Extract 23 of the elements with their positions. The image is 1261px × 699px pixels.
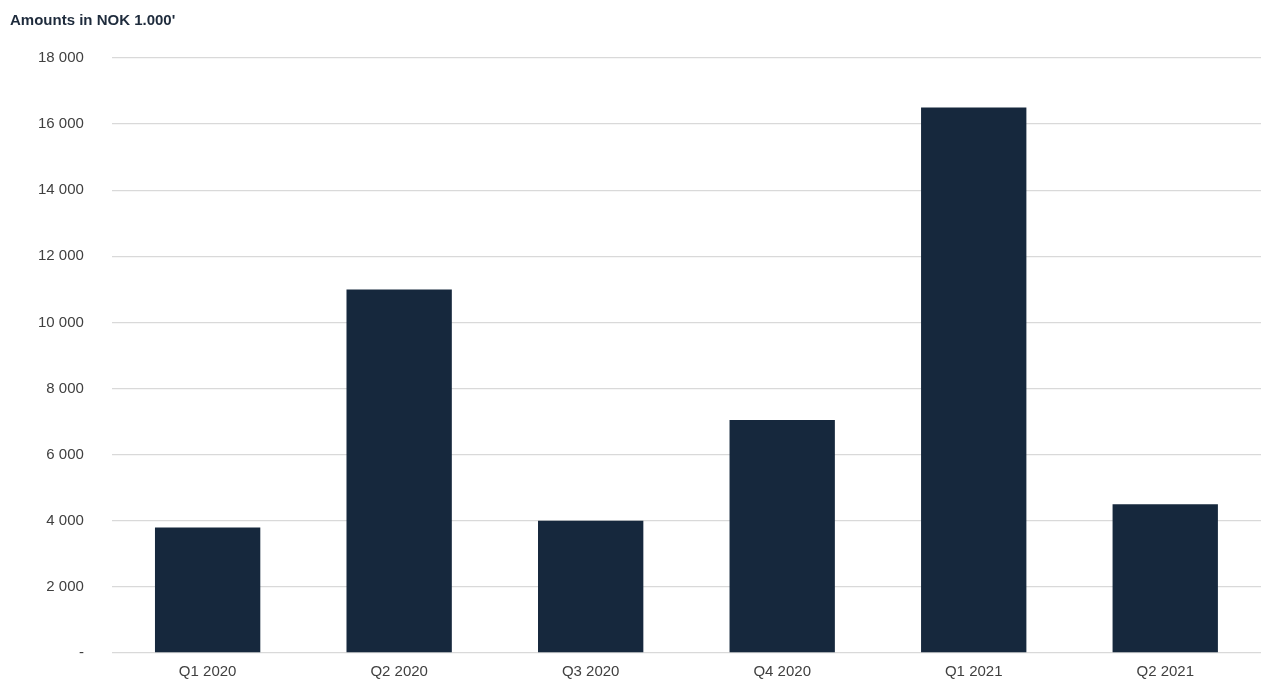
y-tick-label: - xyxy=(78,643,84,661)
y-tick-label: 6 000 xyxy=(46,444,84,462)
chart-title: Amounts in NOK 1.000' xyxy=(10,11,176,29)
bar xyxy=(921,107,1027,653)
bar xyxy=(729,419,835,653)
y-tick-label: 10 000 xyxy=(37,312,84,330)
x-tick-label: Q3 2020 xyxy=(561,662,620,680)
y-tick-label: 2 000 xyxy=(46,577,84,595)
x-tick-label: Q1 2020 xyxy=(178,662,237,680)
bar xyxy=(346,289,452,653)
y-tick-label: 12 000 xyxy=(37,246,84,264)
x-tick-label: Q4 2020 xyxy=(753,662,811,680)
bar xyxy=(154,527,261,653)
y-tick-label: 4 000 xyxy=(46,510,84,528)
y-tick-label: 18 000 xyxy=(37,48,84,66)
x-tick-label: Q1 2021 xyxy=(944,662,1003,680)
y-tick-label: 8 000 xyxy=(46,378,84,396)
y-tick-label: 14 000 xyxy=(37,180,84,198)
x-tick-label: Q2 2021 xyxy=(1136,662,1195,680)
bar xyxy=(1112,504,1218,653)
x-tick-label: Q2 2020 xyxy=(370,662,428,680)
bar xyxy=(538,520,644,653)
y-tick-label: 16 000 xyxy=(37,114,84,132)
